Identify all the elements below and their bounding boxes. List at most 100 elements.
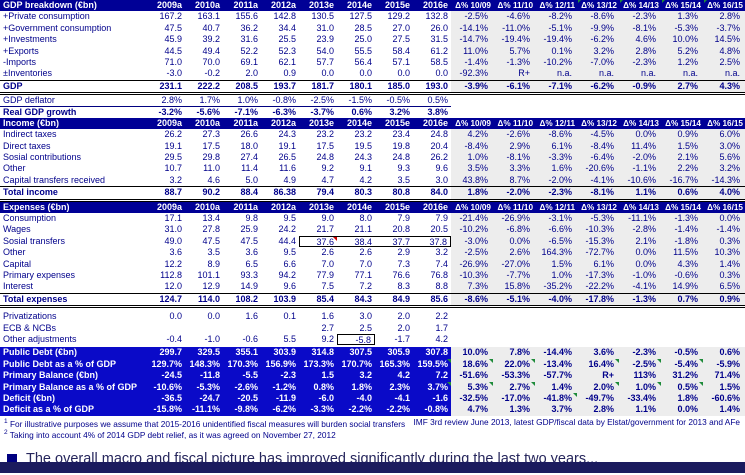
value-cell: 148.3%: [189, 358, 220, 369]
delta-cell: 3.2%: [577, 45, 619, 57]
row-label: +Private consumption: [3, 11, 90, 22]
value-cell: 38.4: [337, 235, 375, 248]
delta-cell: 2.8%: [703, 11, 745, 23]
value-cell: 0.6%: [351, 106, 372, 117]
column-header-year: 2011a: [233, 201, 258, 212]
row-label: Other: [3, 247, 26, 258]
row-label: Public Debt (€bn): [3, 347, 77, 358]
value-cell: 0.5%: [413, 95, 451, 107]
delta-cell: -6.5%: [535, 235, 577, 248]
delta-cell: -14.1%: [451, 22, 493, 35]
delta-cell: -2.3%: [619, 56, 661, 69]
delta-cell: 11.0%: [451, 45, 493, 57]
delta-cell: -2.3%: [535, 187, 577, 199]
value-cell: 12.0: [164, 281, 182, 292]
row-label: GDP deflator: [0, 95, 147, 107]
value-cell: 62.1: [278, 56, 296, 67]
value-cell: 24.3: [278, 129, 296, 140]
row-label: Wages: [3, 224, 31, 235]
value-cell: 27.0: [392, 22, 410, 33]
column-header-delta: Δ% 16/15: [707, 202, 743, 212]
delta-cell: -9.9%: [577, 22, 619, 35]
table-row: Interest 12.0 12.9 14.9 9.6 7.5 7.2 8.3 8.8 7.3% 1…: [0, 281, 745, 293]
column-header-year: 2016e: [422, 0, 448, 10]
value-cell: -4.1: [394, 392, 410, 403]
value-cell: 3.2%: [389, 106, 410, 117]
delta-cell: -33.4%: [619, 392, 661, 405]
value-cell: 19.8: [392, 140, 410, 151]
value-cell: -0.2: [204, 68, 220, 79]
comment-marker-red: [333, 236, 337, 241]
column-header-year: 2015e: [384, 117, 410, 128]
delta-cell: -1.8%: [661, 235, 703, 248]
delta-cell: 1.3%: [493, 404, 535, 416]
delta-cell: n.a.: [577, 68, 619, 80]
value-cell: 17.5: [202, 140, 220, 151]
delta-cell: [577, 323, 619, 334]
delta-cell: 1.8%: [661, 392, 703, 405]
value-cell: 159.5%: [413, 358, 451, 370]
comment-marker-green: [699, 381, 703, 386]
delta-cell: -17.3%: [577, 269, 619, 282]
delta-cell: [703, 334, 745, 345]
value-cell: 2.3%: [389, 381, 410, 392]
value-cell: 314.8: [311, 347, 334, 358]
delta-cell: 1.8%: [451, 187, 493, 199]
value-cell: 129.2: [387, 11, 410, 22]
delta-cell: 0.6%: [661, 187, 703, 199]
column-header-delta: Δ% 10/09: [455, 118, 491, 128]
delta-cell: 3.3%: [493, 163, 535, 175]
delta-cell: 0.9%: [661, 129, 703, 141]
delta-cell: -2.3%: [619, 347, 661, 359]
row-label: Total income: [3, 187, 58, 198]
column-header-delta: Δ% 15/14: [661, 0, 703, 11]
delta-cell: -4.1%: [619, 281, 661, 293]
delta-cell: 0.9%: [703, 293, 745, 306]
value-cell: 142.8: [273, 11, 296, 22]
delta-cell: -10.3%: [451, 269, 493, 282]
value-cell: 307.8: [425, 347, 448, 358]
value-cell: 7.4: [435, 258, 448, 269]
delta-cell: -35.2%: [535, 281, 577, 293]
delta-cell: 2.7%: [661, 80, 703, 93]
value-cell: 307.5: [349, 347, 372, 358]
value-cell: 52.2: [240, 45, 258, 56]
delta-cell: 5.3%: [451, 381, 493, 393]
value-cell: 26.0: [430, 22, 448, 33]
value-cell: -3.2%: [158, 106, 182, 117]
value-cell: 23.4: [392, 129, 410, 140]
column-header-delta: Δ% 13/12: [577, 0, 619, 11]
comment-marker-green: [447, 358, 451, 363]
delta-cell: 14.5%: [703, 34, 745, 46]
column-header-year: 2016e: [422, 201, 448, 212]
delta-cell: -4.1%: [577, 174, 619, 187]
value-cell: 9.2: [321, 333, 334, 344]
delta-cell: n.a.: [535, 68, 577, 80]
delta-cell: 0.7%: [661, 293, 703, 306]
value-cell: 58.5: [430, 56, 448, 67]
value-cell: -7.1%: [234, 106, 258, 117]
delta-cell: [577, 311, 619, 322]
value-cell: 36.2: [240, 22, 258, 33]
delta-cell: 0.1%: [535, 45, 577, 57]
value-cell: 77.1: [354, 269, 372, 280]
table-row: Direct taxes 19.1 17.5 18.0 19.1 17.5 19.5 19.8…: [0, 140, 745, 153]
value-cell: 88.7: [164, 187, 182, 198]
value-cell: 84.9: [392, 293, 410, 304]
row-label: +Investments: [3, 34, 57, 45]
delta-cell: 3.0%: [703, 140, 745, 153]
value-cell: -20.5: [237, 392, 258, 403]
value-cell: 26.2: [430, 152, 448, 163]
column-header-delta: Δ% 15/14: [665, 202, 701, 212]
delta-cell: [661, 95, 703, 106]
table-row: GDP deflator 2.8% 1.7% 1.0% -0.8% -2.5% -1.5% -…: [0, 95, 745, 107]
value-cell: -11.1%: [191, 404, 220, 415]
delta-cell: -10.6%: [619, 174, 661, 187]
table-row: Primary Balance (€bn) -24.5 -11.8 -5.5 -2.3 1…: [0, 370, 745, 382]
section-header-row: Income (€bn) 2009a 2010a 2011a 2012a 2013e 201…: [0, 117, 745, 130]
value-cell: 8.9: [207, 258, 220, 269]
value-cell: 24.8: [392, 152, 410, 163]
value-cell: -0.6: [242, 333, 258, 344]
value-cell: 24.3: [354, 152, 372, 163]
value-cell: 13.4: [202, 213, 220, 224]
